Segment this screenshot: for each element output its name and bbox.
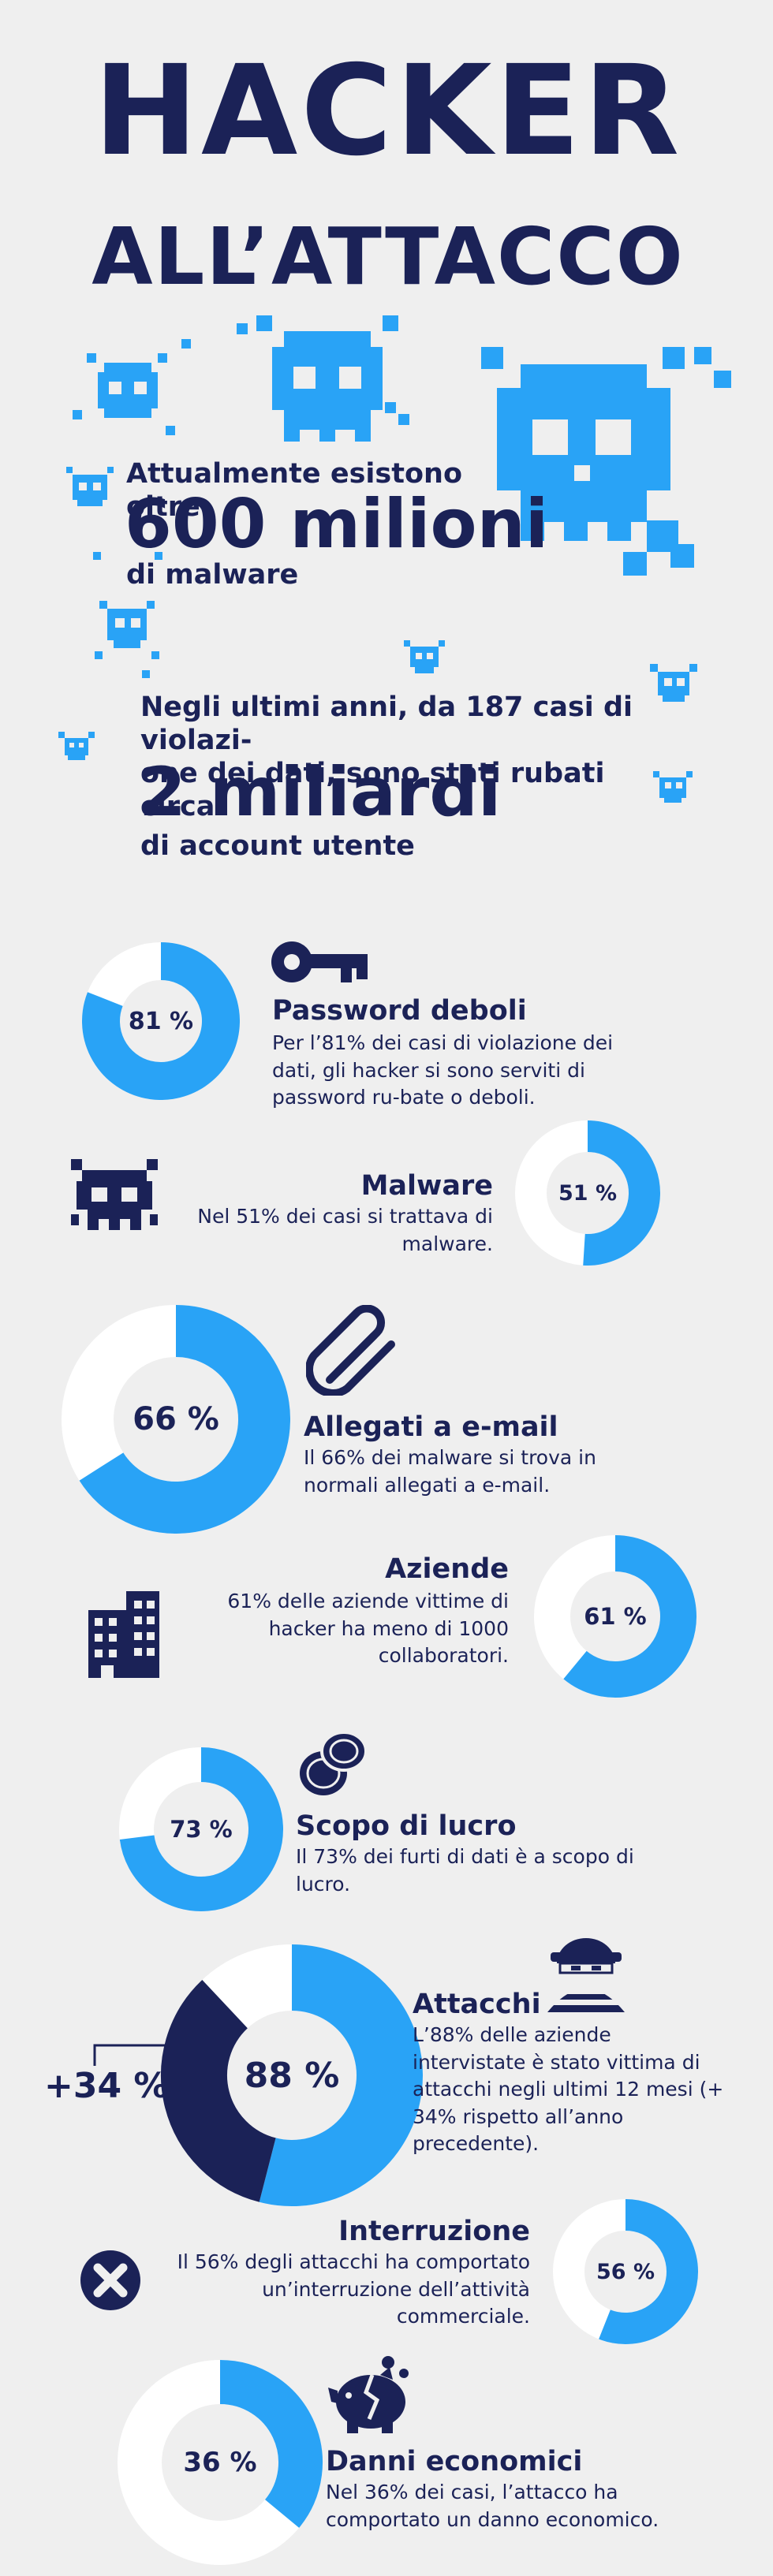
donut-segment-increase: [161, 1980, 277, 2202]
donut-companies: 61 %: [532, 1534, 698, 1699]
donut-chart: [515, 1120, 660, 1266]
accounts-outro-text: di account utente: [140, 830, 415, 862]
accounts-count: 2 miliardi: [139, 753, 502, 832]
paperclip-icon: [306, 1305, 395, 1396]
malware-outro-text: di malware: [126, 559, 299, 591]
increase-connector: [93, 2044, 202, 2066]
donut-interruption: 56 %: [551, 2197, 700, 2347]
stat-desc: Nel 51% dei casi si trattava di malware.: [197, 1205, 493, 1255]
donut-profit: 73 %: [118, 1747, 284, 1912]
increase-label: +34 %: [44, 2066, 169, 2106]
stat-title: Aziende: [385, 1553, 509, 1585]
pixel-invaders-decoration: [58, 315, 731, 803]
donut-label: 56 %: [596, 2259, 655, 2284]
stat-desc: Nel 36% dei casi, l’attacco ha comportat…: [326, 2481, 659, 2531]
donut-label: 36 %: [183, 2447, 257, 2478]
skull-center-icon: [404, 640, 445, 673]
stat-desc: Il 73% dei furti di dati è a scopo di lu…: [296, 1845, 634, 1896]
stat-title: Danni economici: [326, 2446, 583, 2477]
donut-attachments: 66 %: [62, 1305, 290, 1534]
donut-label: 73 %: [170, 1816, 233, 1843]
donut-chart: [119, 1747, 283, 1911]
tiny-skull-icon: [66, 467, 114, 506]
burglar-icon: [547, 1938, 625, 2012]
donut-segment: [583, 1120, 660, 1266]
stat-desc: Per l’81% dei casi di violazione dei dat…: [272, 1031, 614, 1109]
stat-desc: Il 56% degli attacchi ha comportato un’i…: [177, 2250, 530, 2328]
stat-title: Attacchi: [413, 1989, 541, 2020]
stat-desc: 61% delle aziende vittime di hacker ha m…: [227, 1590, 509, 1667]
donut-chart: [62, 1305, 290, 1534]
stat-title: Scopo di lucro: [296, 1810, 517, 1842]
donut-segment: [79, 1305, 290, 1534]
donut-chart: [82, 942, 240, 1100]
stat-title: Password deboli: [272, 995, 527, 1027]
key-icon: [271, 941, 368, 982]
donut-password: 81 %: [82, 942, 240, 1100]
stat-title: Malware: [360, 1170, 493, 1202]
malware-intro-text: Attualmente esistono oltre: [126, 458, 462, 523]
stat-desc: L’88% delle aziende intervistate è stato…: [413, 2023, 724, 2155]
skull-icon: [71, 1159, 158, 1230]
medium-skull-icon: [256, 315, 398, 442]
stat-title: Interruzione: [338, 2216, 530, 2247]
stat-desc: Il 66% dei malware si trova in normali a…: [304, 1446, 596, 1497]
donut-label: 66 %: [133, 1401, 219, 1437]
skull-left-icon: [95, 601, 159, 659]
building-icon: [88, 1591, 159, 1678]
donut-label: 81 %: [128, 1007, 194, 1035]
donut-segment: [563, 1535, 696, 1698]
coins-icon: [300, 1731, 368, 1795]
donut-segment: [219, 2360, 323, 2528]
donut-malware: 51 %: [513, 1118, 663, 1268]
title-line-1: HACKER: [93, 39, 683, 184]
donut-segment: [119, 1747, 283, 1911]
cross-icon: [80, 2250, 140, 2310]
accounts-intro-text: Negli ultimi anni, da 187 casi di violaz…: [140, 692, 633, 822]
donut-label: 51 %: [558, 1180, 618, 1206]
large-skull-icon: [497, 364, 670, 541]
donut-label: 88 %: [244, 2055, 340, 2096]
broken-piggy-bank-icon: [328, 2356, 409, 2433]
donut-label: 61 %: [584, 1603, 647, 1630]
donut-segment: [259, 1944, 423, 2206]
title-line-2: ALL’ATTACCO: [91, 211, 685, 303]
donut-damage: 36 %: [117, 2359, 323, 2566]
donut-attacks: 88 %: [158, 1941, 426, 2209]
malware-count: 600 milioni: [125, 485, 549, 564]
skull-far-left-icon: [58, 732, 95, 760]
small-skull-icon: [87, 353, 167, 418]
donut-chart: [553, 2199, 698, 2344]
donut-segment: [599, 2199, 698, 2344]
donut-segment: [82, 942, 240, 1100]
donut-chart: [161, 1944, 423, 2206]
stat-title: Allegati a e-mail: [304, 1411, 558, 1443]
donut-chart: [534, 1535, 696, 1698]
donut-chart: [118, 2360, 323, 2565]
